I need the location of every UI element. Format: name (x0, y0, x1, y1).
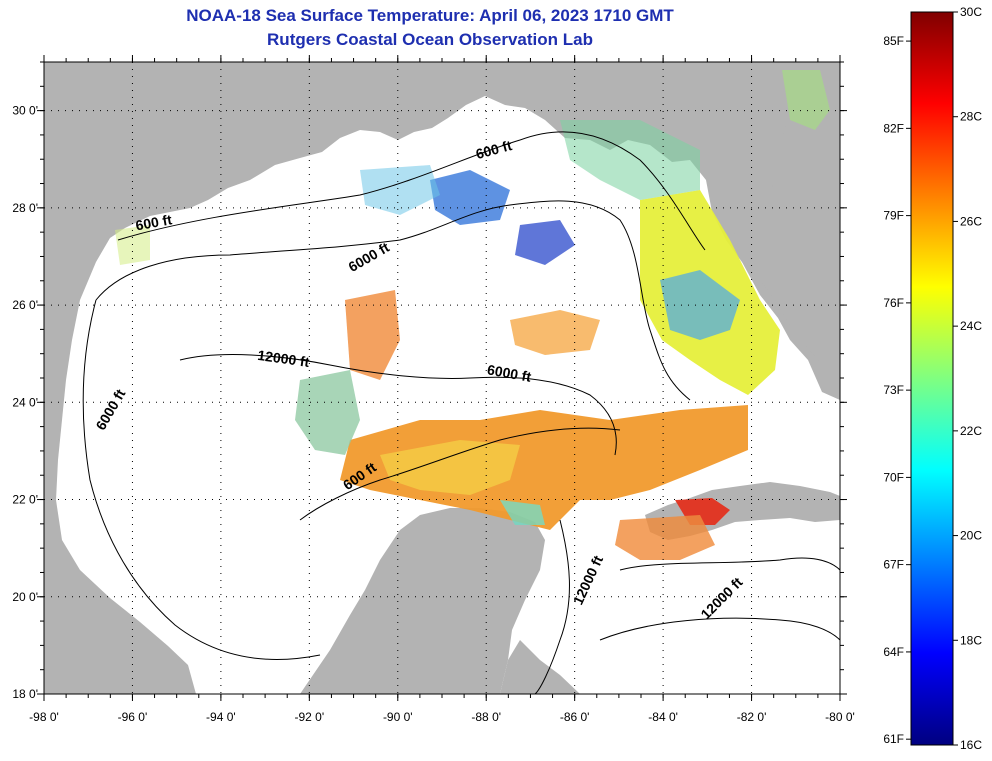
celsius-tick-label: 28C (960, 110, 982, 124)
lon-tick-label: -94 0' (206, 710, 236, 724)
fahrenheit-tick-label: 82F (883, 121, 904, 135)
sst-patch-west-cool (295, 370, 360, 455)
fahrenheit-tick-label: 76F (883, 296, 904, 310)
central-america-land (500, 640, 580, 694)
lon-tick-label: -80 0' (825, 710, 855, 724)
fahrenheit-tick-label: 79F (883, 209, 904, 223)
lat-tick-label: 24 0' (12, 395, 38, 409)
lat-tick-label: 22 0' (12, 493, 38, 507)
map-title: NOAA-18 Sea Surface Temperature: April 0… (186, 6, 674, 25)
lat-tick-label: 26 0' (12, 298, 38, 312)
lon-tick-label: -92 0' (295, 710, 325, 724)
contour-6000ft-west (82, 299, 321, 661)
sst-patch-north-cyan (360, 165, 440, 215)
fahrenheit-tick-label: 85F (883, 34, 904, 48)
sst-patch-northeast-mix (560, 120, 700, 200)
fahrenheit-tick-label: 73F (883, 383, 904, 397)
lon-tick-label: -82 0' (737, 710, 767, 724)
contour-caribbean-south (599, 617, 840, 641)
sst-patch-mid-orange (510, 310, 600, 355)
contour-label: 600 ft (134, 211, 173, 233)
fahrenheit-tick-label: 67F (883, 558, 904, 572)
yucatan-peninsula (300, 508, 545, 694)
colorbar: 30C 28C 26C 24C 22C 20C 18C 16C 85F 82F 79F 76F 73F… (883, 5, 982, 752)
contour-label: 12000 ft (257, 347, 311, 370)
sst-patch-caribbean-orange (615, 515, 715, 560)
lat-tick-label: 28 0' (12, 201, 38, 215)
lon-tick-label: -88 0' (471, 710, 501, 724)
sst-patch-west-orange (345, 290, 400, 380)
colorbar-fahrenheit-ticks: 85F 82F 79F 76F 73F 70F 67F 64F 61F (883, 34, 911, 746)
lon-tick-label: -84 0' (648, 710, 678, 724)
lon-tick-label: -96 0' (118, 710, 148, 724)
land-masses (44, 62, 840, 694)
lat-tick-label: 20 0' (12, 590, 38, 604)
map-gridlines (44, 62, 840, 694)
sst-patch-florida-coast (782, 70, 830, 130)
bathymetry-contours (82, 131, 840, 694)
contour-label: 6000 ft (486, 361, 533, 385)
sst-patch-central-warm (340, 405, 748, 530)
fahrenheit-tick-label: 70F (883, 470, 904, 484)
celsius-tick-label: 18C (960, 633, 982, 647)
sst-patch-yucatan-cyan (500, 500, 545, 525)
map-subtitle: Rutgers Coastal Ocean Observation Lab (267, 30, 593, 49)
lon-tick-label: -86 0' (560, 710, 590, 724)
fahrenheit-tick-label: 64F (883, 645, 904, 659)
sst-patch-northeast-blue (430, 170, 510, 225)
map-body (44, 62, 840, 694)
contour-600ft-campeche (299, 427, 621, 521)
celsius-tick-label: 16C (960, 738, 982, 752)
celsius-tick-label: 24C (960, 319, 982, 333)
lat-tick-label: 30 0' (12, 104, 38, 118)
longitude-axis: -98 0' -96 0' -94 0' -92 0' -90 0' -88 0' -86 … (29, 55, 855, 724)
contour-12000ft (179, 354, 617, 456)
lon-tick-label: -98 0' (29, 710, 59, 724)
celsius-tick-label: 22C (960, 424, 982, 438)
sst-patch-east-cool (660, 270, 740, 340)
latitude-axis: 30 0' 28 0' 26 0' 24 0' 22 0' 20 0' 18 0' (12, 61, 847, 701)
lon-tick-label: -90 0' (383, 710, 413, 724)
contour-caribbean (619, 557, 840, 571)
sst-swath (115, 70, 830, 560)
florida-peninsula (726, 80, 840, 380)
colorbar-celsius-ticks: 30C 28C 26C 24C 22C 20C 18C 16C (953, 5, 982, 752)
sst-patch-north-blue (515, 220, 575, 265)
celsius-tick-label: 30C (960, 5, 982, 19)
fahrenheit-tick-label: 61F (883, 732, 904, 746)
celsius-tick-label: 20C (960, 529, 982, 543)
contour-6000ft-north (95, 200, 691, 401)
north-america-land-mass (44, 62, 840, 694)
contour-yucatan-channel (534, 519, 570, 694)
lat-tick-label: 18 0' (12, 687, 38, 701)
celsius-tick-label: 26C (960, 214, 982, 228)
colorbar-gradient (910, 11, 954, 746)
sst-patch-central-yellow (380, 440, 520, 495)
contour-600ft-north (117, 131, 706, 251)
